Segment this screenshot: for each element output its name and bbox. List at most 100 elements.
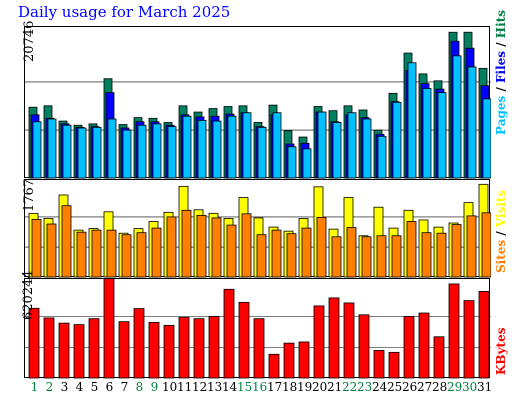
top-legend-item-0: Pages [494, 95, 508, 135]
bar-pages-day-11 [182, 115, 192, 179]
x-tick-label-day-17: 17 [267, 380, 283, 394]
bar-kbytes-day-5 [88, 318, 100, 379]
bar-sites-day-21 [331, 236, 342, 278]
bar-pages-day-31 [482, 98, 491, 179]
bar-kbytes-day-1 [28, 307, 40, 379]
bar-kbytes-day-9 [148, 321, 160, 379]
bar-pages-day-26 [407, 62, 417, 179]
bar-sites-day-8 [136, 232, 147, 278]
x-tick-label-day-8: 8 [135, 380, 144, 394]
bot-right-legend: KBytes [494, 328, 508, 375]
bar-sites-day-20 [316, 217, 327, 278]
bar-pages-day-10 [167, 126, 177, 179]
bar-sites-day-10 [166, 216, 177, 278]
bar-kbytes-day-4 [73, 324, 85, 379]
top-legend-item-2: Files [494, 50, 508, 83]
x-tick-label-day-7: 7 [120, 380, 129, 394]
bar-kbytes-day-22 [343, 302, 355, 379]
bar-sites-day-14 [226, 224, 237, 278]
bar-pages-day-2 [47, 118, 57, 179]
bar-sites-day-24 [376, 235, 387, 278]
bar-sites-day-29 [451, 224, 462, 278]
bar-sites-day-6 [106, 229, 117, 278]
bar-sites-day-3 [61, 205, 72, 278]
bar-pages-day-27 [422, 88, 432, 179]
bar-sites-day-15 [241, 213, 252, 278]
svg-top [25, 31, 491, 179]
bar-pages-day-29 [452, 55, 462, 179]
bar-pages-day-20 [317, 111, 327, 179]
x-tick-label-day-19: 19 [297, 380, 313, 394]
bar-sites-day-5 [91, 229, 102, 278]
bar-sites-day-27 [421, 232, 432, 278]
x-tick-label-day-12: 12 [192, 380, 208, 394]
svg-mid [25, 183, 491, 278]
mid-legend-item-0: Sites [494, 239, 508, 273]
top-legend-item-1: / [494, 82, 508, 96]
x-tick-label-day-21: 21 [327, 380, 343, 394]
bar-kbytes-day-8 [133, 308, 145, 379]
bar-kbytes-day-14 [223, 288, 235, 379]
x-tick-label-day-30: 30 [462, 380, 478, 394]
panel-hits-files-pages [24, 26, 491, 179]
bar-sites-day-1 [31, 219, 42, 278]
mid-legend-item-2: Visits [494, 189, 508, 228]
chart-title: Daily usage for March 2025 [18, 3, 231, 21]
bar-pages-day-24 [377, 135, 387, 179]
bar-sites-day-30 [466, 215, 477, 278]
bar-pages-day-14 [227, 115, 237, 179]
bar-kbytes-day-16 [253, 318, 265, 379]
top-max-label: 20746 [22, 20, 37, 62]
panel-kbytes [24, 278, 491, 379]
bar-kbytes-day-13 [208, 316, 220, 379]
bar-pages-day-5 [92, 126, 102, 179]
x-tick-label-day-6: 6 [105, 380, 114, 394]
top-legend-item-3: / [494, 38, 508, 51]
x-tick-label-day-22: 22 [342, 380, 358, 394]
bar-sites-day-13 [211, 217, 222, 278]
x-tick-label-day-20: 20 [312, 380, 328, 394]
bot-max-label: 620244 [21, 270, 36, 320]
x-tick-label-day-2: 2 [45, 380, 54, 394]
bar-kbytes-day-21 [328, 297, 340, 379]
svg-bot [25, 279, 491, 379]
bar-kbytes-day-31 [478, 290, 490, 379]
bar-pages-day-22 [347, 112, 357, 179]
bar-kbytes-day-12 [193, 318, 205, 379]
x-tick-label-day-11: 11 [177, 380, 193, 394]
bar-pages-day-28 [437, 92, 447, 179]
x-tick-label-day-31: 31 [477, 380, 493, 394]
x-tick-label-day-3: 3 [60, 380, 69, 394]
x-tick-label-day-10: 10 [162, 380, 178, 394]
bar-kbytes-day-20 [313, 305, 325, 379]
x-tick-label-day-14: 14 [222, 380, 238, 394]
bar-kbytes-day-10 [163, 324, 175, 379]
bar-kbytes-day-27 [418, 312, 430, 379]
bar-sites-day-4 [76, 231, 87, 278]
x-tick-label-day-4: 4 [75, 380, 84, 394]
top-right-legend: Pages / Files / Hits [494, 10, 508, 135]
bar-pages-day-12 [197, 119, 207, 179]
bar-pages-day-18 [287, 146, 297, 179]
bar-kbytes-day-29 [448, 283, 460, 379]
x-tick-label-day-9: 9 [150, 380, 159, 394]
bar-kbytes-day-25 [388, 351, 400, 379]
x-tick-label-day-24: 24 [372, 380, 388, 394]
bar-kbytes-day-7 [118, 321, 130, 379]
panel-visits-sites [24, 179, 491, 278]
x-tick-label-day-28: 28 [432, 380, 448, 394]
bot-legend-item-0: KBytes [494, 327, 508, 375]
x-tick-label-day-5: 5 [90, 380, 99, 394]
x-tick-label-day-26: 26 [402, 380, 418, 394]
bar-kbytes-day-18 [283, 342, 295, 379]
bar-sites-day-28 [436, 232, 447, 278]
bar-sites-day-18 [286, 233, 297, 278]
bar-kbytes-day-30 [463, 300, 475, 379]
bar-pages-day-8 [137, 124, 147, 179]
bar-kbytes-day-17 [268, 353, 280, 379]
bar-pages-day-30 [467, 66, 477, 179]
bar-kbytes-day-26 [403, 316, 415, 379]
bar-pages-day-21 [332, 122, 342, 179]
mid-max-label: 1767 [22, 178, 37, 212]
bar-kbytes-day-2 [43, 317, 55, 379]
